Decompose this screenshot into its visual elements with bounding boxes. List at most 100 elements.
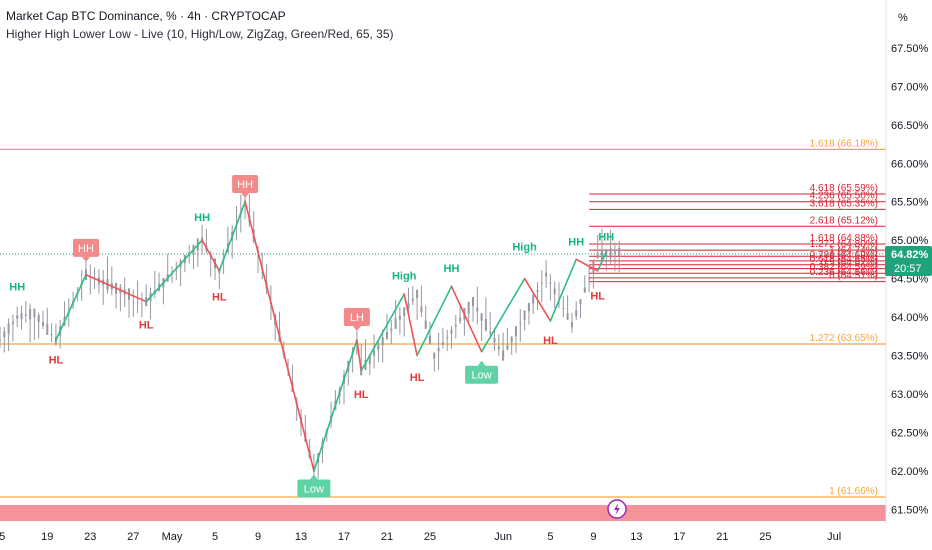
y-tick-label: 67.50% (891, 43, 929, 55)
price-candle (398, 315, 401, 320)
zigzag-segment (523, 277, 552, 322)
price-candle (33, 308, 36, 318)
zigzag-segment (549, 258, 578, 322)
pivot-label-box: HH (232, 175, 259, 199)
y-tick-label: 63.00% (891, 389, 929, 401)
chart-title: Market Cap BTC Dominance, % · 4h · CRYPT… (6, 9, 286, 23)
fib-level-label: 1.618 (64.88%) (810, 233, 878, 244)
bar-countdown: 20:57 (894, 263, 922, 275)
price-candle (536, 289, 539, 292)
price-candle (553, 288, 556, 295)
x-tick-label: Jun (494, 531, 512, 543)
y-tick-label: 66.50% (891, 120, 929, 132)
x-tick-label: 25 (759, 531, 771, 543)
pivot-label: HL (543, 335, 558, 347)
price-candle (364, 359, 367, 371)
price-candle (549, 282, 552, 284)
price-candle (0, 340, 1, 342)
price-candle (480, 313, 483, 321)
y-tick-label: 63.50% (891, 351, 929, 363)
pivot-label-text: LH (350, 312, 364, 324)
price-candle (570, 322, 573, 328)
price-candle (489, 331, 492, 334)
zigzag-segment (416, 285, 453, 357)
y-tick-label: 61.50% (891, 504, 929, 516)
pivot-label-bg (343, 308, 370, 327)
pivot-label-pointer (309, 474, 318, 480)
pivot-label-pointer (241, 193, 250, 199)
pivot-label: HL (590, 291, 605, 303)
price-candle (7, 323, 10, 334)
x-tick-label: 9 (255, 531, 261, 543)
fib-level-label: 1.272 (63.65%) (810, 333, 878, 344)
pivot-label-bg (232, 175, 259, 194)
pivot-label-pointer (82, 256, 90, 262)
pivot-label-text: HH (78, 243, 94, 255)
price-candle (16, 315, 19, 319)
fib-level-label: 2.618 (65.12%) (810, 215, 878, 226)
price-candle (596, 253, 599, 258)
indicator-label[interactable]: Higher High Lower Low - Live (10, High/L… (6, 27, 394, 41)
pivot-label-box: Low (465, 360, 499, 384)
pivot-label-pointer (352, 326, 361, 332)
pivot-label: HH (568, 237, 584, 249)
zigzag-segment (403, 293, 418, 357)
x-tick-label: 5 (0, 531, 5, 543)
pivot-label: HL (354, 389, 369, 401)
zigzag-segment (85, 273, 147, 303)
price-candle (29, 308, 32, 320)
zigzag-segment (356, 339, 363, 372)
price-candle (429, 335, 431, 345)
price-candle (37, 315, 40, 323)
price-candle (613, 251, 616, 254)
price-candle (373, 350, 376, 356)
x-tick-label: 13 (295, 531, 307, 543)
x-tick-label: 13 (630, 531, 642, 543)
price-candle (502, 350, 505, 361)
last-price-badge (885, 246, 932, 276)
pivot-label: HH (194, 212, 210, 224)
y-tick-label: 62.00% (891, 466, 929, 478)
y-tick-label: 62.50% (891, 427, 929, 439)
price-candle (441, 342, 444, 345)
price-candle (618, 247, 621, 256)
price-candle (11, 321, 14, 324)
price-candle (420, 306, 423, 313)
zigzag-segment (201, 239, 221, 272)
price-candle (46, 323, 49, 335)
pivot-label-pointer (477, 360, 486, 366)
price-candle (515, 326, 517, 337)
pivot-label-bg (73, 238, 99, 257)
pivot-label-box: Low (297, 474, 331, 498)
zigzag-segment (450, 285, 483, 353)
x-tick-label: 17 (673, 531, 685, 543)
fib-level-label: 0.5 (64.62%) (821, 258, 878, 269)
price-candle (416, 289, 419, 299)
price-candle (450, 329, 453, 334)
event-icon[interactable] (607, 499, 627, 519)
fib-level-label: 3.618 (65.35%) (810, 198, 878, 209)
pivot-label-box: LH (343, 308, 370, 332)
zigzag-segment (244, 200, 315, 472)
price-candle (484, 319, 487, 331)
x-tick-label: 9 (590, 531, 596, 543)
price-candle (394, 318, 397, 329)
price-candle (562, 308, 565, 310)
price-candle (20, 313, 23, 320)
pivot-label-text: Low (304, 484, 324, 496)
price-candle (527, 302, 530, 312)
price-candle (506, 345, 509, 350)
price-candle (523, 310, 526, 320)
price-candle (605, 250, 608, 258)
price-candle (510, 336, 513, 343)
pivot-label: HH (444, 263, 460, 275)
pivot-label: HL (410, 372, 425, 384)
price-candle (390, 328, 393, 331)
zigzag-segment (360, 293, 406, 372)
pivot-label: High (512, 241, 537, 253)
pivot-label: HL (212, 291, 227, 303)
zigzag-segment (596, 250, 608, 272)
price-candle (566, 313, 569, 320)
price-candle (583, 287, 586, 293)
